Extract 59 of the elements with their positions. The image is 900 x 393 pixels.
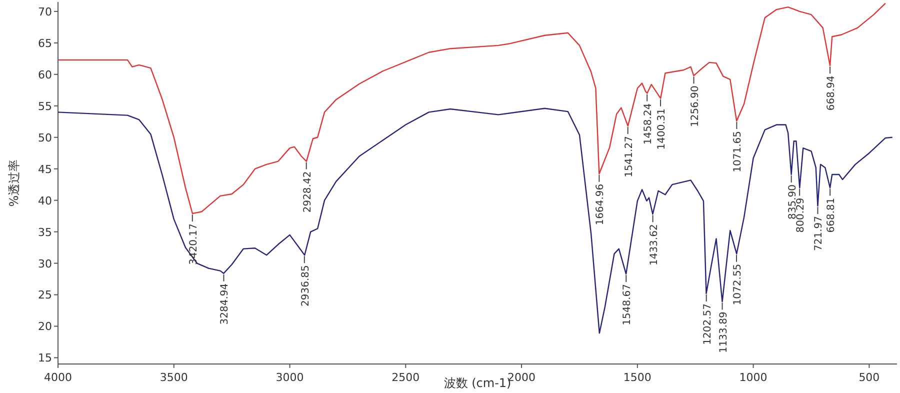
y-tick-label: 40 [38, 194, 52, 208]
y-tick-label: 65 [38, 36, 52, 50]
y-tick-label: 60 [38, 68, 52, 82]
y-tick-label: 70 [38, 5, 52, 18]
annotation: 1133.89 [718, 312, 730, 354]
annotation: 1071.65 [732, 122, 744, 172]
x-tick-label: 1000 [739, 371, 768, 384]
y-tick-label: 50 [38, 131, 52, 144]
y-tick-label: 25 [38, 288, 52, 302]
annotation: 2936.85 [300, 256, 312, 306]
annotation: 1548.67 [622, 284, 634, 326]
annotation: 800.29 [796, 198, 807, 233]
annotation: 1548.67 [622, 274, 634, 326]
annotation: 3420.17 [188, 214, 200, 265]
annotation: 1664.96 [595, 174, 606, 226]
annotation: 2928.42 [302, 171, 314, 213]
annotation: 1664.96 [595, 184, 606, 226]
annotation: 668.94 [826, 66, 838, 111]
y-tick-label: 20 [38, 320, 52, 334]
annotation: 1256.90 [690, 76, 701, 128]
y-tick-label: 15 [38, 352, 52, 365]
annotation: 800.29 [796, 188, 807, 233]
annotation: 1202.57 [702, 294, 714, 345]
annotation: 2936.85 [300, 265, 312, 306]
y-tick-label: 30 [38, 257, 52, 270]
x-tick-label: 4000 [44, 371, 72, 384]
annotation: 1433.62 [648, 224, 660, 266]
x-tick-label: 3000 [276, 371, 304, 384]
x-tick-label: 3500 [160, 371, 188, 384]
y-tick-label: 45 [38, 162, 52, 176]
annotation: 1072.55 [732, 254, 744, 306]
annotation: 1202.57 [702, 303, 714, 345]
annotation: 1541.27 [624, 126, 635, 178]
annotation: 668.81 [826, 198, 838, 233]
annotation: 1541.27 [624, 136, 635, 178]
annotation: 1400.31 [656, 98, 668, 150]
annotation: 1071.65 [732, 130, 744, 172]
x-tick-label: 500 [858, 371, 880, 384]
annotation: 1256.90 [690, 86, 701, 128]
annotation: 1433.62 [648, 214, 660, 266]
y-tick-label: 35 [38, 226, 52, 239]
x-axis-title: 波数 (cm-1) [444, 376, 512, 390]
x-tick-label: 1500 [623, 371, 652, 384]
annotation: 1458.24 [643, 94, 654, 145]
annotation: 3420.17 [188, 224, 200, 265]
annotation: 2928.42 [302, 162, 314, 213]
annotation: 668.94 [826, 76, 838, 111]
annotation: 3284.94 [220, 283, 231, 325]
annotation: 1400.31 [656, 108, 668, 150]
annotation: 721.97 [814, 206, 825, 251]
y-axis-title: %透过率 [7, 159, 21, 207]
annotation: 1458.24 [643, 103, 654, 145]
annotation: 1072.55 [732, 264, 744, 306]
annotation: 668.81 [826, 188, 838, 233]
y-tick-label: 55 [38, 100, 52, 113]
x-tick-label: 2500 [392, 371, 420, 384]
annotation: 721.97 [814, 216, 825, 251]
annotation: 1133.89 [718, 302, 730, 354]
annotation: 3284.94 [220, 274, 231, 325]
